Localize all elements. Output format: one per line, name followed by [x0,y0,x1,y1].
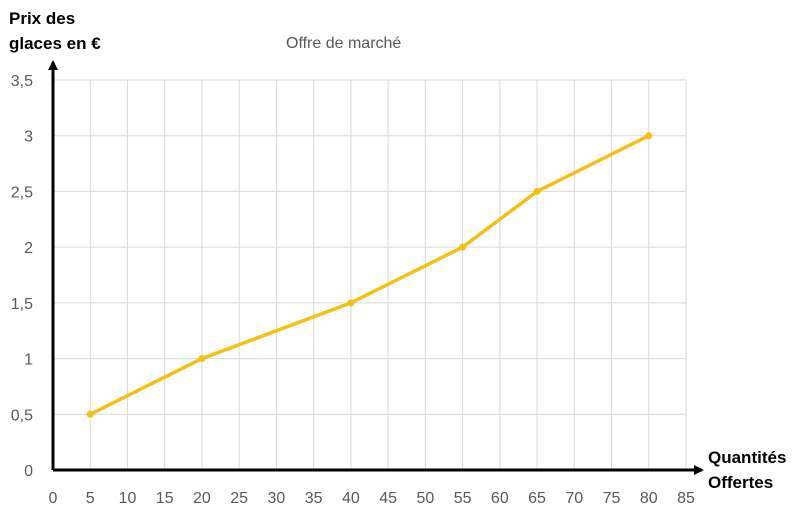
x-tick-label: 0 [49,490,58,507]
y-tick-label: 0 [24,463,33,480]
series-layer [86,132,653,418]
x-tick-label: 50 [416,490,434,507]
y-tick-label: 3 [24,129,33,146]
x-tick-label: 80 [640,490,658,507]
y-tick-label: 2,5 [11,184,33,201]
y-tick-label: 0,5 [11,407,33,424]
x-tick-label: 25 [230,490,248,507]
data-point [198,355,206,363]
x-tick-label: 45 [379,490,397,507]
gridlines [53,79,687,470]
x-tick-label: 30 [268,490,286,507]
x-tick-label: 20 [193,490,211,507]
y-tick-label: 2 [24,240,33,257]
x-tick-label: 85 [677,490,695,507]
x-tick-label: 75 [603,490,621,507]
x-tick-label: 55 [454,490,472,507]
y-axis-title: Prix des glaces en € [9,9,101,53]
x-tick-label: 35 [305,490,323,507]
x-tick-label: 5 [86,490,95,507]
data-point [459,243,467,251]
x-tick-label: 65 [528,490,546,507]
y-tick-label: 3,5 [11,73,33,90]
data-point [347,299,355,307]
data-point [645,132,653,140]
x-axis-title: Quantités Offertes [708,448,787,492]
data-point [533,187,541,195]
tick-labels: 0 5 10 15 20 25 30 35 40 45 50 55 60 65 70 75 80 85 0 0,5 1 1… [11,73,695,507]
x-tick-label: 10 [119,490,137,507]
y-tick-label: 1 [24,352,33,369]
x-tick-label: 60 [491,490,509,507]
x-tick-label: 40 [342,490,360,507]
x-tick-label: 70 [565,490,583,507]
x-tick-label: 15 [156,490,174,507]
series-line [88,133,651,417]
y-tick-label: 1,5 [11,296,33,313]
chart-title: Offre de marché [286,35,402,52]
data-point [86,410,94,418]
